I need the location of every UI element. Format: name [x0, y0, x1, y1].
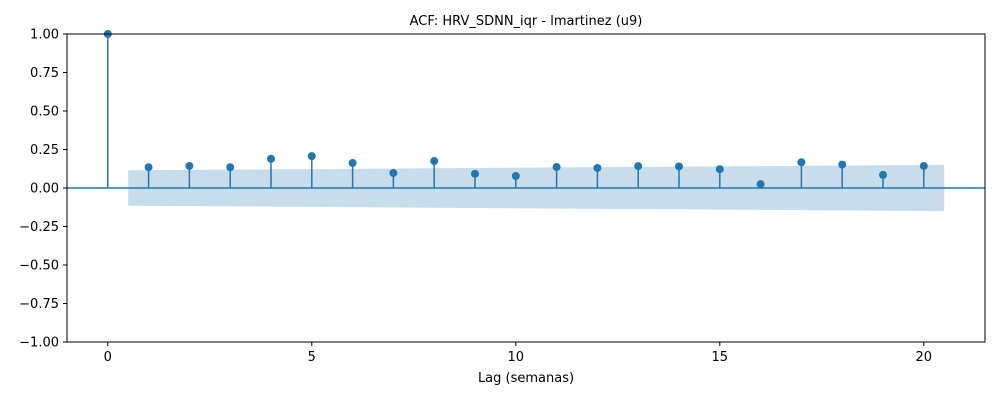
y-tick-label: −0.75 [19, 297, 59, 312]
y-tick-label: −1.00 [19, 336, 59, 351]
acf-point [756, 180, 765, 189]
chart-title: ACF: HRV_SDNN_iqr - lmartinez (u9) [410, 14, 643, 29]
acf-point [103, 30, 112, 188]
acf-marker [634, 162, 643, 171]
acf-point [879, 170, 887, 188]
y-tick-label: −0.50 [19, 259, 59, 274]
x-axis-label: Lag (semanas) [478, 371, 574, 386]
x-tick-label: 15 [712, 350, 729, 365]
acf-marker [430, 157, 439, 166]
acf-point [593, 163, 602, 188]
acf-point [144, 163, 153, 188]
y-tick-label: 0.50 [30, 105, 59, 120]
acf-marker [348, 159, 357, 168]
acf-point [430, 157, 439, 188]
x-tick-label: 0 [104, 350, 112, 365]
acf-marker [307, 152, 316, 161]
x-tick-label: 20 [916, 350, 933, 365]
x-tick-label: 5 [308, 350, 316, 365]
acf-point [348, 159, 357, 188]
acf-marker [838, 160, 847, 169]
acf-marker [593, 163, 602, 172]
acf-marker [185, 161, 194, 170]
acf-point [267, 154, 275, 188]
y-tick-label: 1.00 [30, 28, 59, 43]
acf-marker [552, 163, 561, 172]
stems-layer [103, 30, 928, 189]
y-tick-label: 0.25 [30, 143, 59, 158]
acf-point [919, 161, 928, 188]
acf-point [634, 162, 643, 188]
acf-marker [879, 170, 887, 179]
y-ticks: 1.00 0.75 0.50 0.25 0.00 −0.25 −0.50 −0.75 −1.00 [19, 28, 67, 351]
y-tick-label: −0.25 [19, 220, 59, 235]
acf-marker [511, 171, 520, 180]
y-tick-label: 0.75 [30, 66, 59, 81]
acf-marker [471, 169, 479, 178]
acf-marker [389, 169, 398, 178]
x-tick-label: 10 [508, 350, 525, 365]
acf-marker [756, 180, 765, 189]
acf-point [307, 152, 316, 188]
acf-marker [797, 158, 806, 167]
acf-point [511, 171, 520, 188]
acf-point [552, 163, 561, 188]
acf-point [838, 160, 847, 188]
acf-point [797, 158, 806, 188]
acf-marker [226, 163, 235, 172]
acf-marker [715, 165, 724, 174]
acf-point [715, 165, 724, 188]
acf-marker [675, 162, 683, 171]
acf-marker [267, 154, 275, 163]
acf-marker [919, 161, 928, 170]
acf-marker [144, 163, 153, 172]
acf-point [389, 169, 398, 188]
acf-point [185, 161, 194, 188]
acf-point [675, 162, 683, 188]
acf-point [226, 163, 235, 188]
x-ticks: 0 5 10 15 20 [104, 342, 932, 365]
acf-point [471, 169, 479, 188]
y-tick-label: 0.00 [30, 182, 59, 197]
